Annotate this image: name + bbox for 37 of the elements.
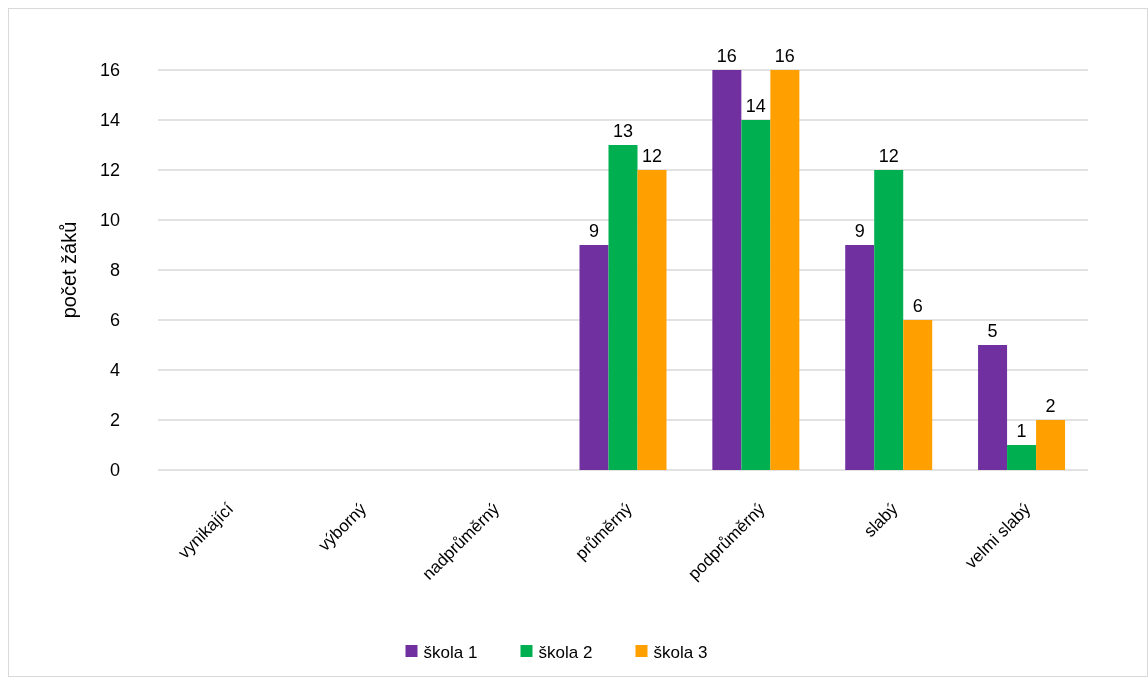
bar [770,70,800,470]
bar [1007,445,1037,470]
legend-label: škola 2 [538,642,593,662]
bar [608,145,638,470]
legend-label: škola 3 [653,642,708,662]
y-tick-label: 8 [109,260,120,281]
y-axis-title: počet žáků [58,221,80,319]
data-label: 12 [878,146,899,166]
data-label: 9 [854,221,865,241]
y-tick-label: 0 [109,460,120,481]
y-tick-label: 4 [109,360,120,381]
data-label: 5 [987,321,998,341]
bar [874,170,904,470]
bar [978,345,1008,470]
data-label: 12 [641,146,663,166]
bar [637,170,667,470]
y-tick-label: 2 [109,410,120,431]
legend-label: škola 1 [423,642,478,662]
bar [741,120,771,470]
y-tick-label: 6 [109,310,120,331]
bar [903,320,933,470]
bar [845,245,875,470]
bar [579,245,609,470]
bar [712,70,742,470]
y-tick-label: 16 [99,60,120,81]
y-tick-label: 10 [99,210,120,231]
data-label: 1 [1016,421,1027,441]
data-label: 14 [745,96,766,116]
data-label: 16 [774,46,795,66]
data-label: 9 [588,221,600,241]
data-label: 6 [912,296,923,316]
bar [1036,420,1066,470]
data-label: 2 [1045,396,1056,416]
y-tick-label: 12 [99,160,120,181]
data-label: 13 [612,121,634,141]
data-label: 16 [716,46,737,66]
y-tick-label: 14 [99,110,120,131]
